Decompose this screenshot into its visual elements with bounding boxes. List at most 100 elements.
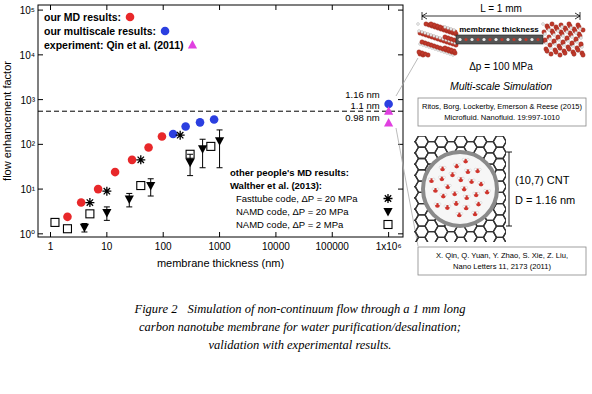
y-tick	[38, 99, 43, 100]
atom	[443, 46, 447, 50]
atom	[433, 35, 436, 38]
atom	[558, 46, 562, 50]
x-tick-top	[388, 5, 389, 10]
legend-label: Fasttube code, ΔP = 20 MPa	[236, 193, 358, 204]
reference-box	[418, 247, 586, 275]
atom	[524, 38, 527, 41]
hexagon	[503, 164, 506, 175]
x-tick	[163, 232, 164, 237]
caption-label: Figure 2	[134, 302, 178, 316]
diameter-bracket	[506, 152, 512, 226]
atom	[571, 36, 574, 39]
hexagon	[503, 136, 506, 142]
caption-text: Simulation of non-continuum flow through…	[187, 302, 465, 316]
tube-wall	[423, 152, 497, 226]
x-tick-label: 10	[101, 241, 113, 252]
atom	[563, 51, 567, 55]
atom	[443, 35, 447, 39]
hexagon	[503, 187, 506, 198]
data-point	[63, 225, 71, 233]
error-bar	[217, 130, 223, 168]
atom	[424, 22, 428, 26]
point-label: 1.1 nm	[351, 100, 380, 111]
water-hydrogen	[482, 181, 484, 183]
atom	[556, 35, 560, 39]
x-tick-label: 100	[155, 241, 172, 252]
water-hydrogen	[434, 203, 436, 205]
atom	[543, 38, 547, 42]
x-tick-top	[163, 5, 164, 10]
water-hydrogen	[428, 178, 430, 180]
water-hydrogen	[465, 186, 467, 188]
water-hydrogen	[453, 163, 455, 165]
water-hydrogen	[444, 166, 446, 168]
data-point	[384, 106, 393, 115]
atom	[570, 41, 574, 45]
atom	[424, 32, 427, 35]
atom	[453, 29, 456, 32]
figure: 1101001000100001000001x10⁶10⁰10¹10²10³10…	[0, 0, 592, 394]
water-hydrogen	[467, 158, 469, 160]
y-axis-label: flow enhancement factor	[1, 61, 13, 181]
x-tick	[388, 232, 389, 237]
atom	[436, 36, 439, 39]
chirality-label: (10,7) CNT	[515, 174, 570, 186]
water-hydrogen	[439, 166, 441, 168]
atom	[427, 33, 430, 36]
x-tick	[219, 232, 220, 237]
atom	[458, 38, 461, 41]
atom	[565, 36, 569, 40]
data-point	[198, 145, 207, 154]
atom	[494, 38, 497, 41]
atom	[575, 32, 578, 35]
y-tick-label: 10³	[21, 95, 36, 106]
hexagon	[503, 142, 506, 153]
atom	[420, 40, 424, 44]
legend-label: our MD results:	[44, 11, 121, 23]
atom	[512, 38, 515, 41]
y-tick	[38, 189, 43, 190]
zoom-line	[396, 58, 418, 96]
legend-marker	[383, 208, 392, 217]
water-hydrogen	[458, 163, 460, 165]
data-point	[77, 198, 86, 207]
caption-line: validation with experimental results.	[209, 338, 392, 352]
legend-marker	[126, 13, 135, 22]
atom	[447, 27, 450, 30]
membrane-label: membrane thickness	[459, 25, 539, 34]
point-label: 0.98 nm	[345, 112, 379, 123]
hexagon	[503, 209, 506, 220]
y-tick	[38, 233, 43, 234]
y-tick	[38, 54, 43, 55]
reference-box	[418, 98, 586, 126]
x-tick-top	[332, 5, 333, 10]
data-point	[176, 131, 185, 140]
water-hydrogen	[439, 203, 441, 205]
x-tick-label: 1x10⁶	[376, 241, 402, 252]
atom	[439, 37, 442, 40]
legend-marker	[384, 194, 393, 203]
graphene-lattice	[414, 136, 506, 242]
reference-text: Ritos, Borg, Lockerby, Emerson & Reese (…	[422, 102, 582, 111]
atom	[558, 53, 562, 57]
plot-area	[38, 100, 403, 233]
atom	[545, 49, 549, 53]
y-tick-label: 10⁵	[20, 5, 35, 16]
atom	[548, 43, 552, 47]
data-point	[102, 187, 111, 196]
hexagon	[503, 175, 506, 186]
atom	[470, 38, 473, 41]
water-hydrogen	[477, 192, 479, 194]
diameter-label: D = 1.16 nm	[515, 194, 575, 206]
water-hydrogen	[469, 169, 471, 171]
legend-heading: Walther et al. (2013):	[230, 180, 322, 191]
x-tick-top	[106, 5, 107, 10]
water-hydrogen	[468, 179, 470, 181]
atom	[576, 48, 580, 52]
atom	[482, 38, 485, 41]
x-tick	[106, 232, 107, 237]
y-tick-right	[398, 54, 403, 55]
atom	[488, 38, 491, 41]
y-tick-label: 10²	[21, 139, 36, 150]
data-point	[136, 155, 145, 164]
